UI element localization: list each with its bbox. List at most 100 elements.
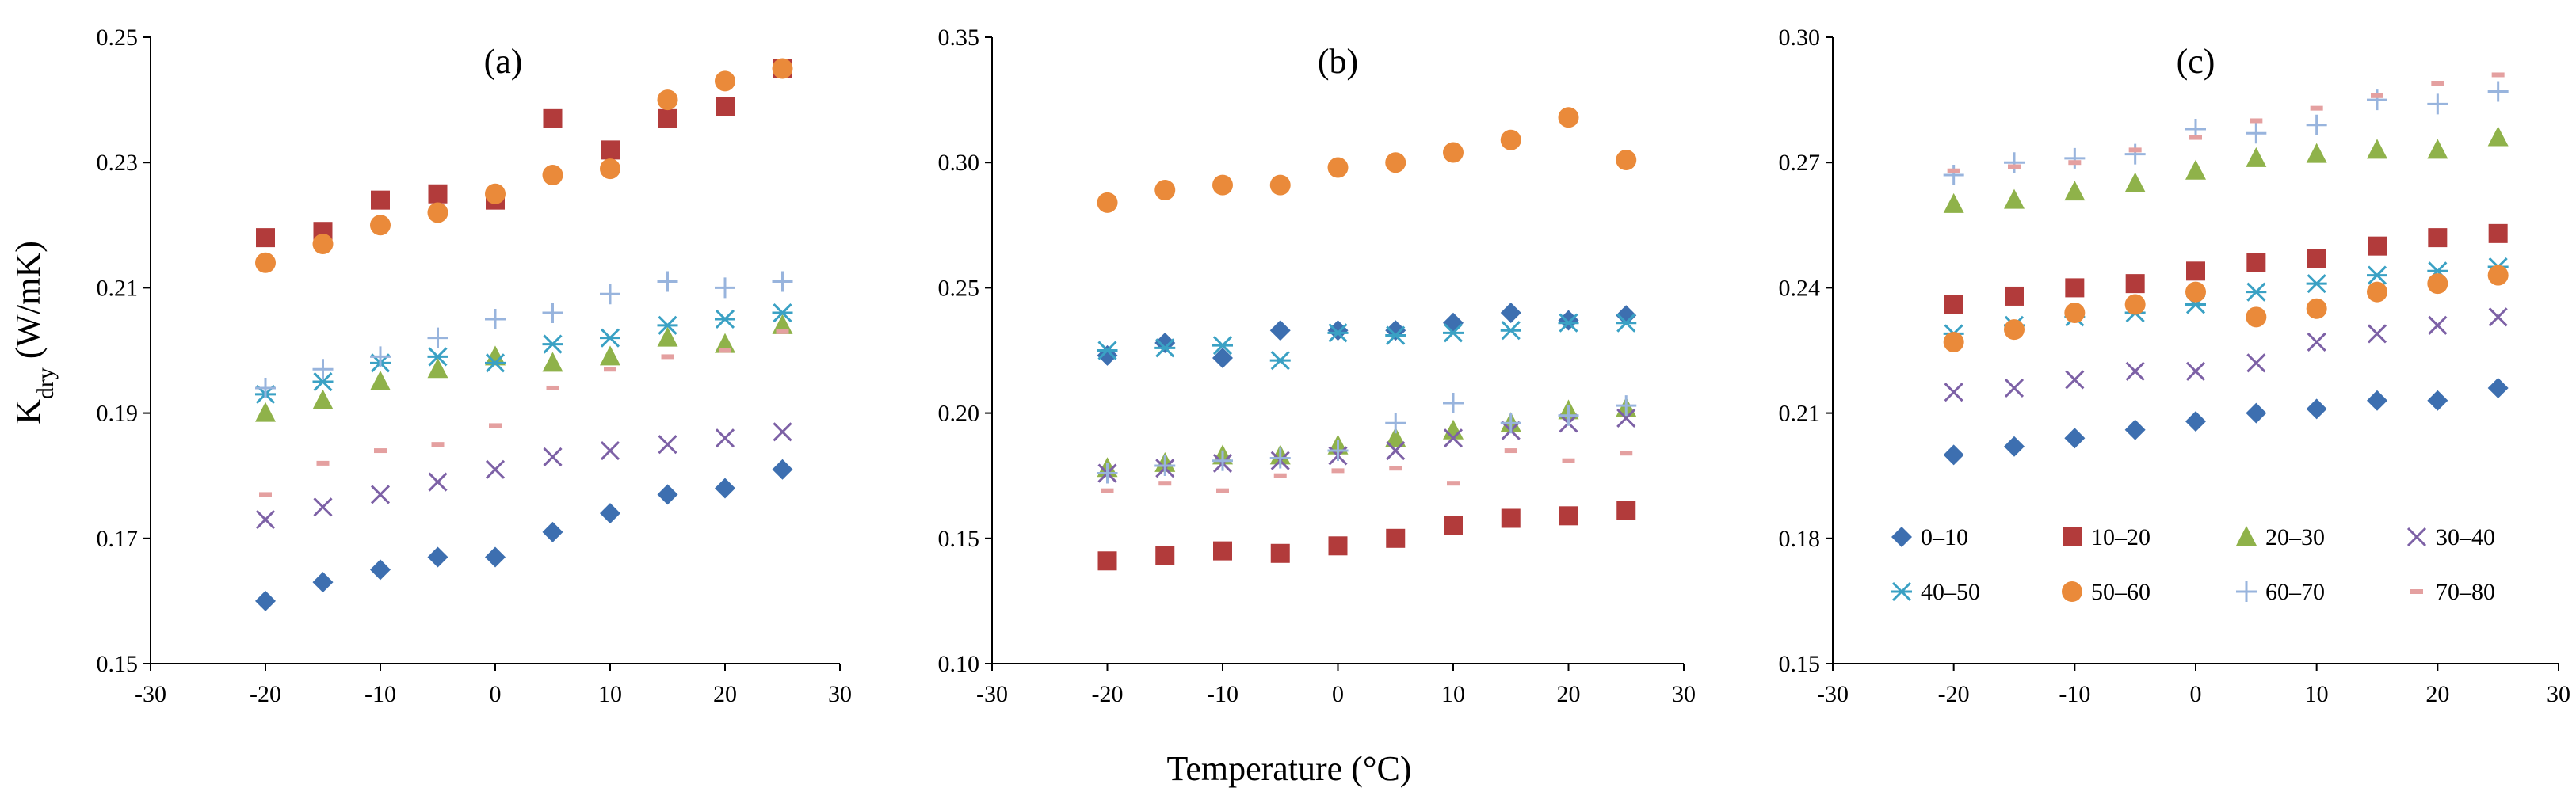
data-point — [1558, 313, 1579, 333]
data-point — [1269, 320, 1291, 341]
data-point — [600, 158, 620, 180]
series-20-30 — [1097, 397, 1637, 478]
data-point — [1947, 168, 1960, 173]
data-point — [600, 328, 620, 348]
data-point — [542, 303, 563, 324]
data-point — [1154, 338, 1176, 358]
y-tick-label: 0.25 — [938, 275, 980, 301]
data-point — [2371, 93, 2383, 98]
data-point — [2307, 332, 2326, 352]
x-tick-label: -30 — [976, 681, 1008, 707]
data-point — [1327, 440, 1349, 462]
legend-entry-70-80: 70–80 — [2410, 579, 2495, 605]
data-point — [2427, 139, 2448, 159]
data-point — [2068, 160, 2082, 166]
data-point — [427, 202, 448, 223]
series-20-30 — [255, 314, 793, 422]
data-point — [2488, 307, 2508, 327]
data-point — [485, 353, 506, 373]
series-30-40 — [1944, 307, 2508, 402]
data-point — [2125, 274, 2145, 294]
x-tick-label: 0 — [1332, 681, 1344, 707]
data-point — [1386, 528, 1406, 548]
data-point — [1386, 440, 1406, 461]
legend-label: 20–30 — [2265, 524, 2325, 550]
x-tick-label: -10 — [1207, 681, 1238, 707]
data-point — [2306, 143, 2327, 163]
data-point — [2185, 281, 2206, 303]
y-tick-label: 0.20 — [938, 401, 980, 427]
panels: 0.15 0.17 0.19 0.21 0.23 0.25 -30 -20 -10 0 10 20 30… — [97, 25, 2571, 707]
data-point — [1212, 174, 1233, 196]
data-point — [2310, 105, 2323, 111]
legend-entry-20-30: 20–30 — [2236, 524, 2325, 550]
panel-3: 0.15 0.18 0.21 0.24 0.27 0.30 -30 -20 -10 0 10 20 30… — [1779, 25, 2571, 707]
data-point — [1504, 448, 1517, 454]
data-point — [370, 371, 391, 391]
data-point — [2367, 390, 2387, 411]
data-point — [1558, 107, 1579, 128]
legend-marker — [2410, 589, 2423, 594]
series-30-40 — [1097, 408, 1636, 483]
data-point — [2004, 436, 2025, 457]
data-point — [489, 423, 502, 428]
x-tick-label: -10 — [364, 681, 396, 707]
y-tick-label: 0.30 — [938, 150, 980, 176]
data-point — [370, 346, 391, 367]
data-point — [772, 314, 793, 334]
data-point — [1558, 310, 1579, 331]
data-point — [1327, 157, 1349, 178]
data-point — [604, 367, 616, 372]
data-point — [255, 377, 276, 398]
data-point — [1154, 180, 1176, 201]
data-point — [259, 492, 272, 497]
legend-marker — [2062, 581, 2082, 602]
series-60-70 — [1943, 81, 2509, 186]
data-point — [1500, 129, 1521, 150]
data-point — [2306, 298, 2327, 319]
data-point — [1385, 320, 1406, 341]
data-point — [2186, 261, 2205, 281]
data-point — [1154, 333, 1176, 354]
series-0-10 — [1097, 303, 1637, 368]
series-40-50 — [1097, 313, 1637, 371]
data-point — [2008, 164, 2021, 169]
legend-marker — [2236, 526, 2257, 546]
data-point — [715, 309, 735, 329]
series-20-30 — [1943, 126, 2509, 213]
data-point — [1500, 303, 1521, 324]
data-point — [431, 442, 445, 447]
data-point — [1616, 501, 1636, 520]
data-point — [485, 183, 506, 204]
data-point — [2124, 294, 2146, 315]
y-tick-label: 0.19 — [97, 401, 139, 427]
y-axis-title-unit: (W/mK) — [9, 241, 48, 367]
data-point — [2246, 253, 2266, 272]
series-10-20 — [1097, 501, 1636, 571]
panel-1: 0.15 0.17 0.19 0.21 0.23 0.25 -30 -20 -10 0 10 20 30… — [97, 25, 853, 707]
data-point — [661, 354, 674, 360]
data-point — [2185, 361, 2206, 381]
data-point — [255, 402, 276, 422]
data-point — [256, 228, 275, 248]
x-tick-label: 20 — [2425, 681, 2449, 707]
legend-entry-0-10: 0–10 — [1891, 524, 1968, 550]
data-point — [2246, 123, 2267, 144]
data-point — [2124, 172, 2146, 192]
data-point — [715, 428, 735, 448]
data-point — [719, 348, 731, 353]
data-point — [2367, 324, 2387, 344]
data-point — [427, 347, 448, 367]
data-point — [1212, 347, 1233, 368]
data-point — [1101, 488, 1114, 493]
x-tick-label: 0 — [490, 681, 502, 707]
data-point — [1558, 405, 1579, 426]
data-point — [2189, 135, 2202, 140]
data-point — [2246, 147, 2267, 167]
x-tick-label: -20 — [1092, 681, 1124, 707]
legend-entry-10-20: 10–20 — [2063, 524, 2150, 550]
data-point — [2124, 419, 2146, 440]
legend-entry-40-50: 40–50 — [1891, 579, 1980, 605]
data-point — [1620, 451, 1633, 456]
data-point — [1216, 488, 1229, 493]
